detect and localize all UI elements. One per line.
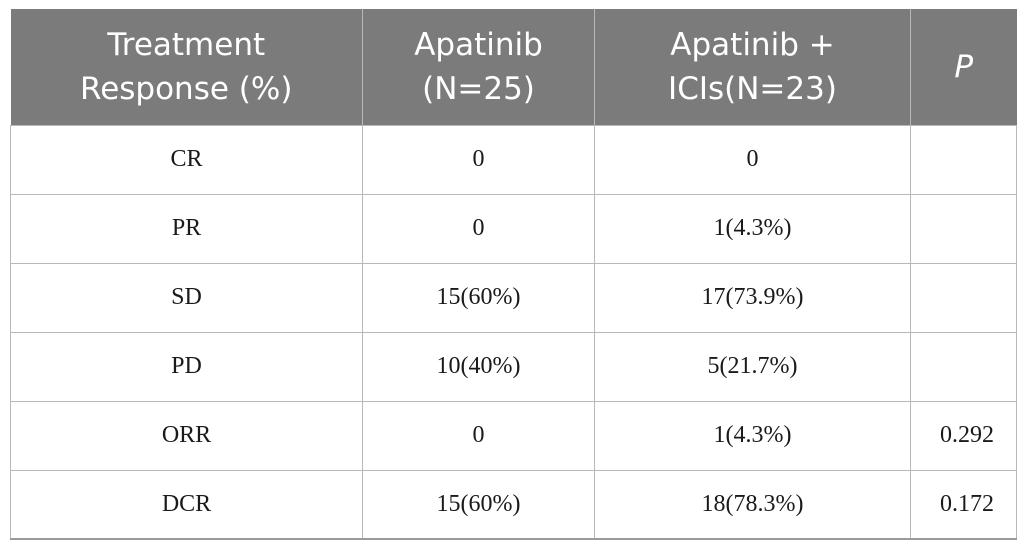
- cell-response: DCR: [10, 469, 363, 540]
- cell-apatinib: 0: [362, 193, 595, 264]
- cell-apatinib: 0: [362, 124, 595, 195]
- cell-apatinib: 10(40%): [362, 331, 595, 402]
- header-line: Apatinib +: [670, 26, 835, 63]
- cell-p-value: 0.172: [910, 469, 1017, 540]
- cell-apatinib-icis: 0: [594, 124, 911, 195]
- cell-response: SD: [10, 262, 363, 333]
- header-p-value: P: [910, 9, 1017, 125]
- header-line: (N=25): [422, 70, 535, 107]
- table-row: SD 15(60%) 17(73.9%): [10, 262, 1017, 333]
- cell-p-value: [910, 331, 1017, 402]
- cell-response: ORR: [10, 400, 363, 471]
- header-line: Treatment: [107, 26, 266, 63]
- cell-apatinib-icis: 5(21.7%): [594, 331, 911, 402]
- header-line: ICIs(N=23): [668, 70, 837, 107]
- table-row: DCR 15(60%) 18(78.3%) 0.172: [10, 469, 1017, 540]
- cell-apatinib-icis: 1(4.3%): [594, 193, 911, 264]
- cell-response: CR: [10, 124, 363, 195]
- cell-p-value: [910, 193, 1017, 264]
- treatment-response-table: Treatment Response (%) Apatinib (N=25) A…: [10, 9, 1017, 540]
- cell-apatinib: 15(60%): [362, 262, 595, 333]
- cell-p-value: 0.292: [910, 400, 1017, 471]
- cell-apatinib-icis: 1(4.3%): [594, 400, 911, 471]
- table-header: Treatment Response (%) Apatinib (N=25) A…: [10, 9, 1017, 125]
- header-line: Apatinib: [414, 26, 543, 63]
- table-body: CR 0 0 PR 0 1(4.3%) SD 15(60%) 17(73.9%)…: [10, 124, 1017, 540]
- cell-apatinib-icis: 17(73.9%): [594, 262, 911, 333]
- header-apatinib: Apatinib (N=25): [362, 9, 595, 125]
- header-row: Treatment Response (%) Apatinib (N=25) A…: [10, 9, 1017, 125]
- cell-apatinib: 15(60%): [362, 469, 595, 540]
- table-row: PD 10(40%) 5(21.7%): [10, 331, 1017, 402]
- table-row: PR 0 1(4.3%): [10, 193, 1017, 264]
- cell-p-value: [910, 124, 1017, 195]
- cell-apatinib: 0: [362, 400, 595, 471]
- header-line: Response (%): [80, 70, 293, 107]
- header-line: P: [954, 48, 974, 85]
- cell-apatinib-icis: 18(78.3%): [594, 469, 911, 540]
- table-row: ORR 0 1(4.3%) 0.292: [10, 400, 1017, 471]
- table-row: CR 0 0: [10, 124, 1017, 195]
- cell-response: PR: [10, 193, 363, 264]
- cell-response: PD: [10, 331, 363, 402]
- header-apatinib-icis: Apatinib + ICIs(N=23): [594, 9, 911, 125]
- header-treatment-response: Treatment Response (%): [10, 9, 363, 125]
- cell-p-value: [910, 262, 1017, 333]
